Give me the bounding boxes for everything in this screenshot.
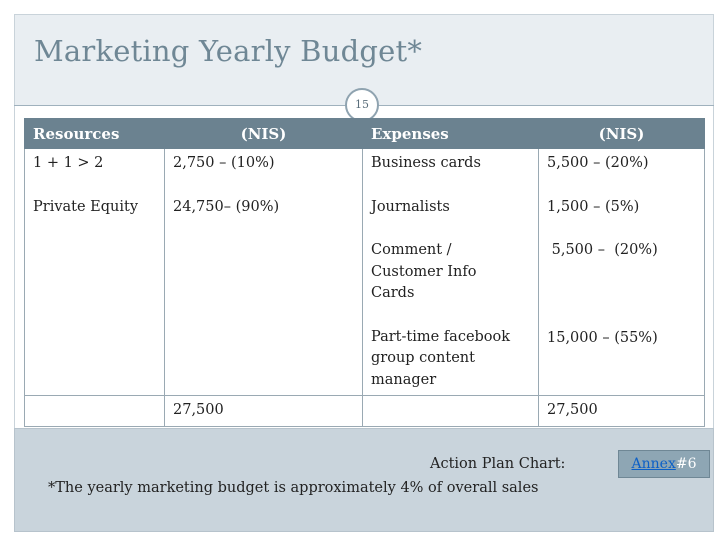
resources-cell: 1 + 1 > 2 Private Equity bbox=[24, 148, 165, 396]
resources-total: 27,500 bbox=[164, 395, 363, 427]
resource-amount: 24,750– (90%) bbox=[173, 198, 280, 215]
annex-link[interactable]: Annex bbox=[631, 456, 676, 472]
resource-amounts-cell: 2,750 – (10%) 24,750– (90%) bbox=[164, 148, 363, 396]
expense-item-cont: Customer Info bbox=[371, 263, 477, 280]
expense-item: Journalists bbox=[371, 198, 450, 215]
expense-item: Comment / bbox=[371, 242, 452, 258]
resource-amount: 2,750 – (10%) bbox=[173, 155, 275, 171]
footer-panel bbox=[14, 428, 714, 532]
resource-item: Private Equity bbox=[33, 198, 139, 215]
expense-amounts-cell: 5,500 – (20%) 1,500 – (5%) 5,500 – (20%)… bbox=[538, 148, 705, 396]
total-cell bbox=[24, 395, 165, 427]
header-resources: Resources bbox=[24, 118, 165, 149]
budget-footnote: *The yearly marketing budget is approxim… bbox=[48, 480, 539, 496]
annex-number: #6 bbox=[675, 456, 697, 472]
annex-button[interactable]: Annex#6 bbox=[618, 450, 710, 478]
expense-item-cont: Cards bbox=[371, 285, 415, 301]
expense-amount: 15,000 – (55%) bbox=[547, 329, 658, 346]
expense-amount: 5,500 – (20%) bbox=[547, 242, 658, 258]
totals-row: 27,500 27,500 bbox=[24, 395, 705, 427]
expense-item-cont: manager bbox=[371, 371, 437, 388]
expense-item: Business cards bbox=[371, 155, 481, 171]
expense-amount: 1,500 – (5%) bbox=[547, 198, 640, 215]
total-cell bbox=[362, 395, 539, 427]
resource-item: 1 + 1 > 2 bbox=[33, 155, 104, 171]
table-header-row: Resources (NIS) Expenses (NIS) bbox=[24, 118, 705, 149]
header-expenses-nis: (NIS) bbox=[538, 118, 705, 149]
expense-item: Part-time facebook bbox=[371, 328, 511, 345]
expenses-cell: Business cards Journalists Comment / Cus… bbox=[362, 148, 539, 396]
expense-amount: 5,500 – (20%) bbox=[547, 155, 649, 171]
header-expenses: Expenses bbox=[362, 118, 539, 149]
expense-item-cont: group content bbox=[371, 350, 475, 366]
expenses-total: 27,500 bbox=[538, 395, 705, 427]
action-plan-label: Action Plan Chart: bbox=[430, 456, 566, 472]
table-row: 1 + 1 > 2 Private Equity 2,750 – (10%) 2… bbox=[24, 148, 705, 396]
header-resources-nis: (NIS) bbox=[164, 118, 363, 149]
page-number: 15 bbox=[345, 88, 379, 122]
budget-table: Resources (NIS) Expenses (NIS) 1 + 1 > 2… bbox=[24, 118, 705, 427]
slide-title: Marketing Yearly Budget* bbox=[34, 34, 423, 68]
